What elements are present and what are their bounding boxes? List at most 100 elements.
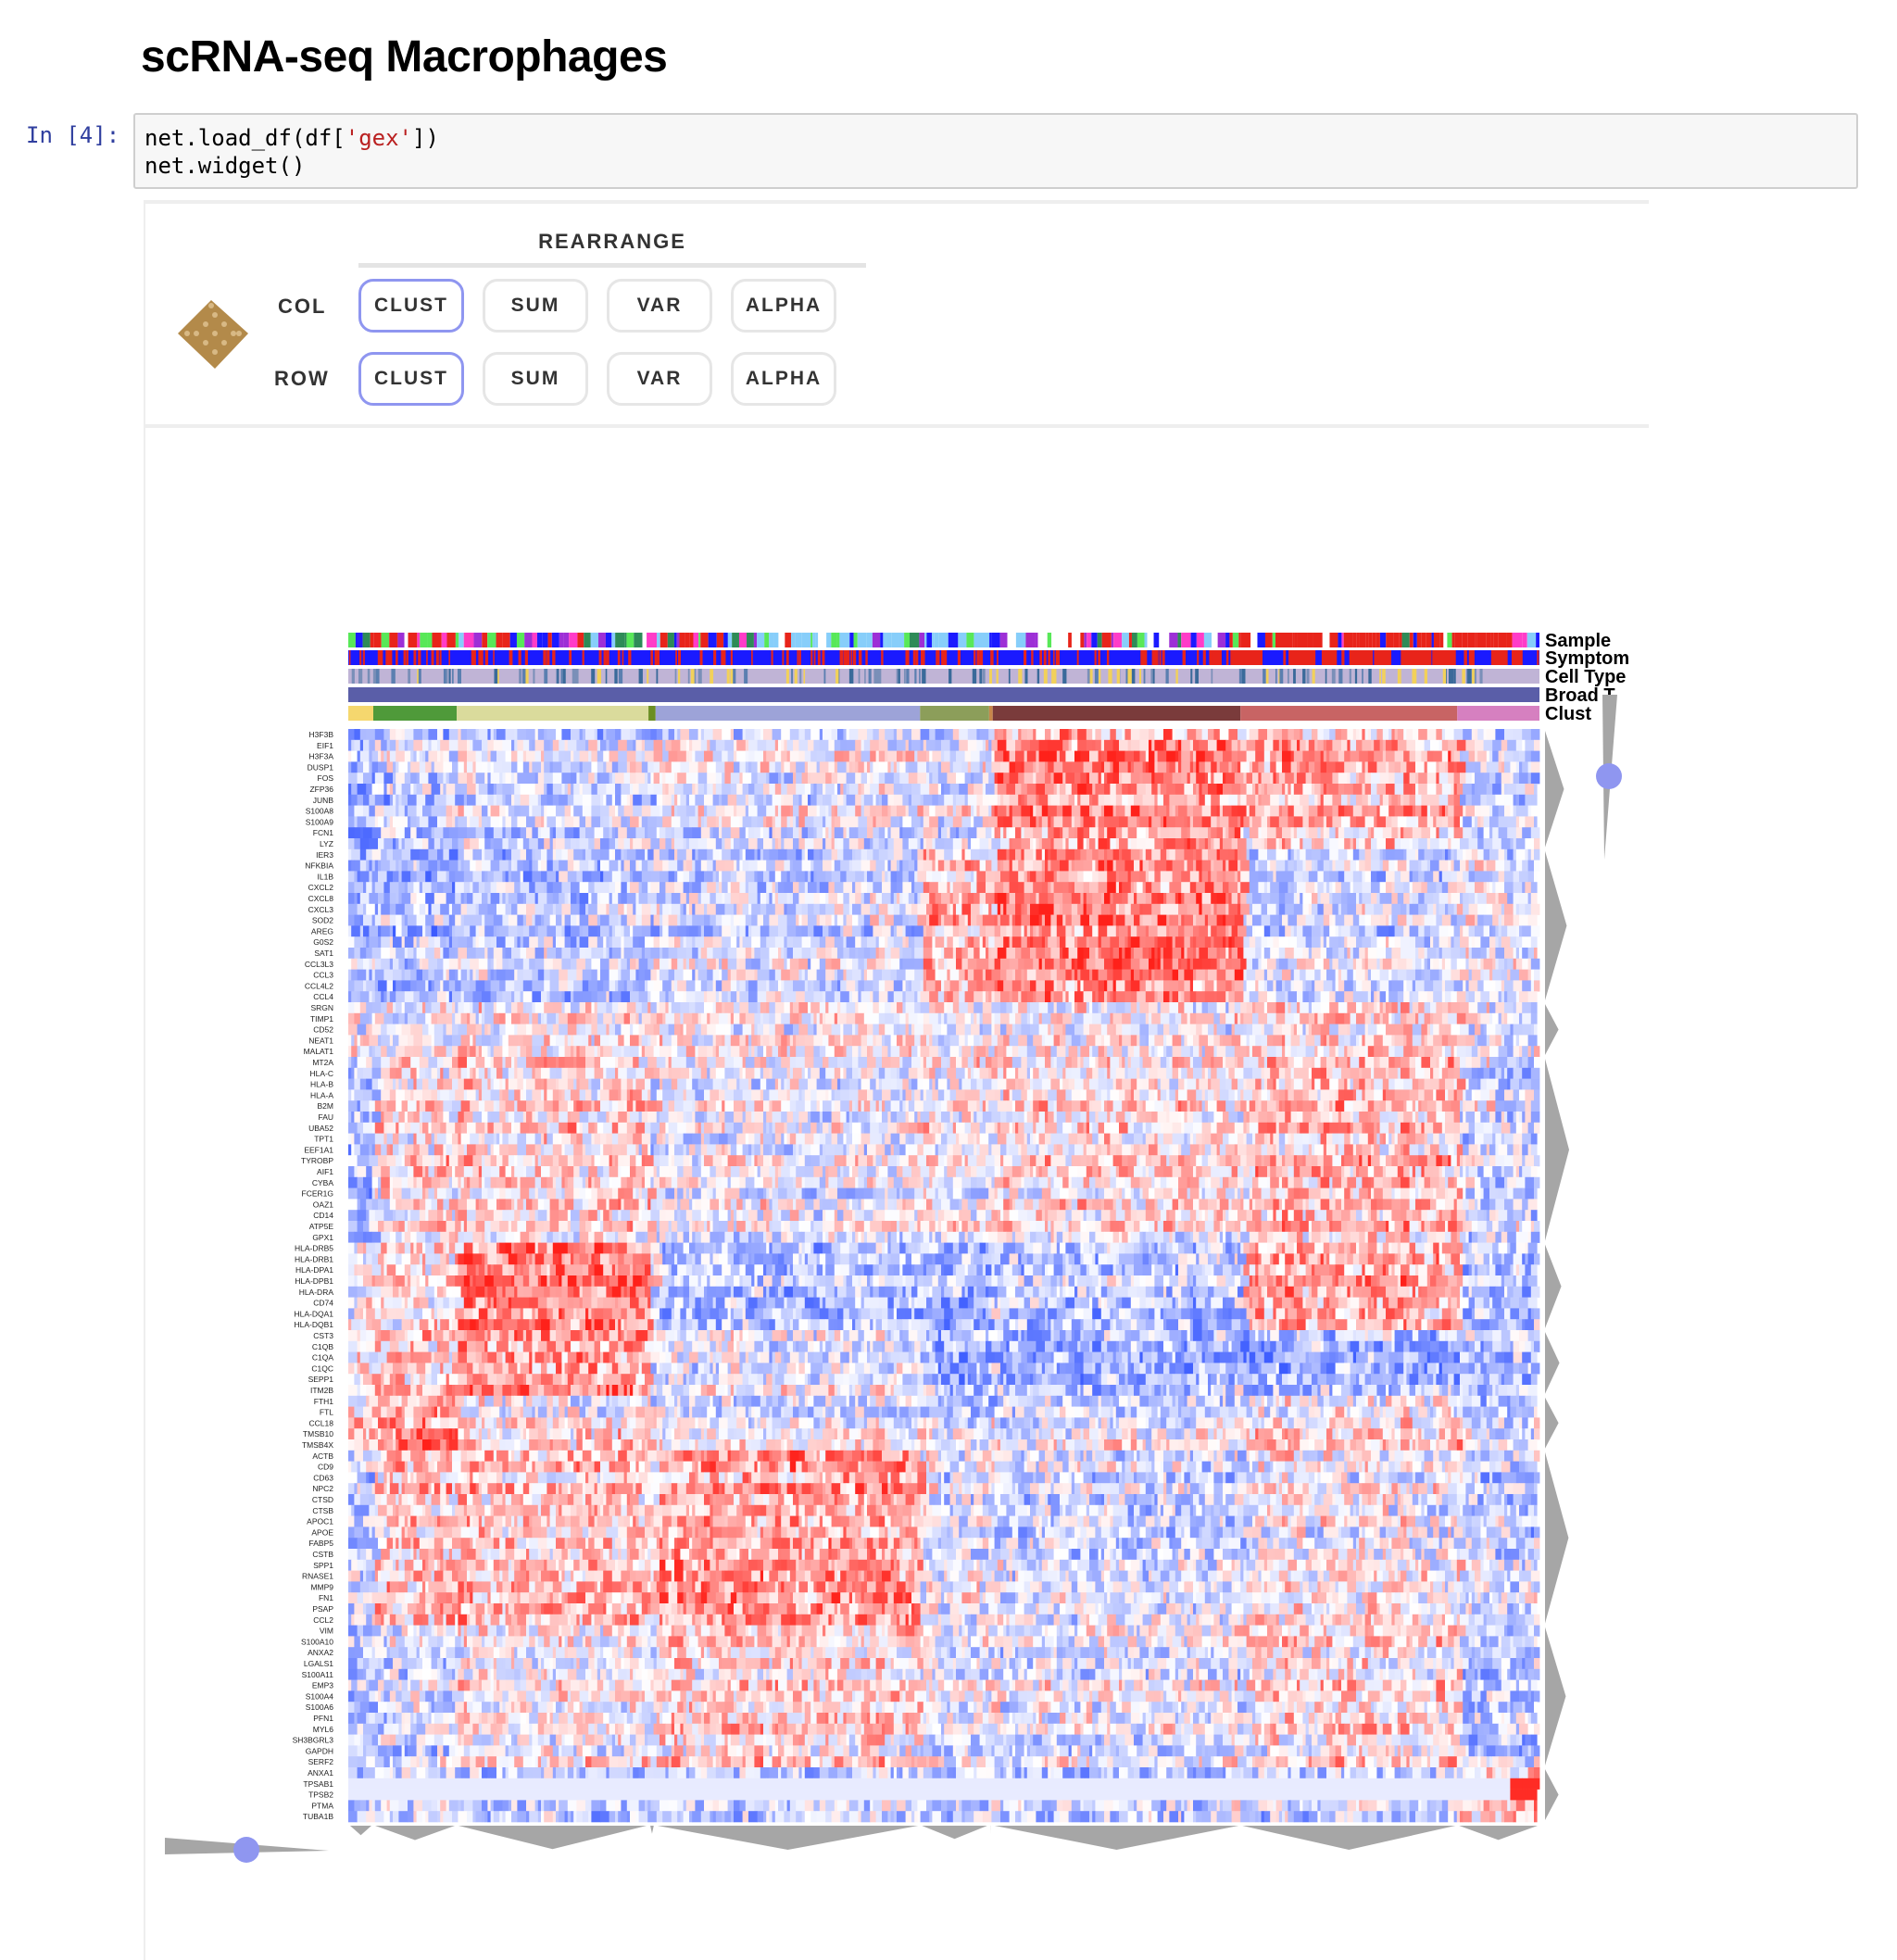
heatmap-tile[interactable]: [633, 936, 639, 948]
heatmap-tile[interactable]: [1294, 827, 1298, 838]
heatmap-tile[interactable]: [1514, 948, 1517, 959]
heatmap-tile[interactable]: [506, 893, 509, 904]
heatmap-tile[interactable]: [1223, 882, 1229, 893]
heatmap-tile[interactable]: [1439, 882, 1443, 893]
heatmap-tile[interactable]: [1356, 816, 1365, 827]
heatmap-tile[interactable]: [1415, 816, 1419, 827]
heatmap-tile[interactable]: [398, 959, 405, 970]
heatmap-tile[interactable]: [1084, 827, 1090, 838]
heatmap-tile[interactable]: [1472, 784, 1476, 795]
heatmap-tile[interactable]: [627, 882, 631, 893]
heatmap-tile[interactable]: [867, 816, 873, 827]
heatmap-tile[interactable]: [1039, 904, 1046, 915]
heatmap-tile[interactable]: [583, 761, 592, 773]
heatmap-tile[interactable]: [639, 882, 643, 893]
heatmap-tile[interactable]: [1430, 795, 1439, 806]
heatmap-tile[interactable]: [393, 838, 396, 849]
heatmap-tile[interactable]: [635, 915, 642, 926]
heatmap-tile[interactable]: [546, 784, 553, 795]
heatmap-tile[interactable]: [1353, 948, 1360, 959]
heatmap-tile[interactable]: [1351, 882, 1354, 893]
heatmap-tile[interactable]: [763, 784, 770, 795]
heatmap-tile[interactable]: [1270, 882, 1279, 893]
heatmap-tile[interactable]: [1223, 784, 1232, 795]
heatmap-tile[interactable]: [734, 729, 743, 740]
heatmap-tile[interactable]: [1092, 740, 1096, 751]
heatmap-tile[interactable]: [1199, 904, 1202, 915]
heatmap-tile[interactable]: [1475, 773, 1484, 784]
heatmap-tile[interactable]: [502, 761, 511, 773]
heatmap-tile[interactable]: [452, 925, 456, 936]
heatmap-tile[interactable]: [1062, 838, 1066, 849]
heatmap-tile[interactable]: [1006, 849, 1010, 861]
heatmap-tile[interactable]: [1495, 795, 1504, 806]
heatmap-tile[interactable]: [1205, 882, 1214, 893]
heatmap-tile[interactable]: [502, 893, 506, 904]
heatmap-tile[interactable]: [766, 861, 775, 872]
heatmap-tile[interactable]: [1391, 784, 1395, 795]
heatmap-tile[interactable]: [1314, 784, 1321, 795]
heatmap-tile[interactable]: [1149, 816, 1152, 827]
heatmap-tile[interactable]: [615, 849, 622, 861]
heatmap-tile[interactable]: [609, 861, 619, 872]
heatmap-tile[interactable]: [440, 729, 444, 740]
heatmap-tile[interactable]: [849, 904, 853, 915]
heatmap-tile[interactable]: [606, 740, 609, 751]
heatmap-tile[interactable]: [1240, 904, 1250, 915]
heatmap-tile[interactable]: [938, 761, 942, 773]
heatmap-tile[interactable]: [956, 806, 962, 817]
heatmap-tile[interactable]: [1427, 784, 1437, 795]
heatmap-tile[interactable]: [953, 936, 960, 948]
heatmap-tile[interactable]: [1353, 729, 1357, 740]
heatmap-tile[interactable]: [458, 740, 467, 751]
heatmap-tile[interactable]: [561, 784, 565, 795]
heatmap-tile[interactable]: [585, 904, 589, 915]
heatmap-tile[interactable]: [832, 784, 835, 795]
heatmap-tile[interactable]: [455, 882, 464, 893]
heatmap-tile[interactable]: [837, 795, 844, 806]
heatmap-tile[interactable]: [624, 849, 628, 861]
heatmap-tile[interactable]: [1000, 925, 1007, 936]
heatmap-tile[interactable]: [1314, 882, 1318, 893]
heatmap-tile[interactable]: [1324, 838, 1330, 849]
heatmap-tile[interactable]: [1279, 925, 1286, 936]
heatmap-tile[interactable]: [1492, 740, 1501, 751]
heatmap-tile[interactable]: [1344, 948, 1348, 959]
heatmap-tile[interactable]: [1433, 871, 1439, 882]
heatmap-tile[interactable]: [358, 871, 361, 882]
heatmap-tile[interactable]: [1213, 915, 1217, 926]
heatmap-tile[interactable]: [1469, 838, 1478, 849]
heatmap-tile[interactable]: [1232, 893, 1238, 904]
heatmap-tile[interactable]: [701, 816, 705, 827]
heatmap-tile[interactable]: [1000, 959, 1010, 970]
heatmap-tile[interactable]: [775, 871, 782, 882]
heatmap-tile[interactable]: [1368, 761, 1377, 773]
heatmap-tile[interactable]: [929, 915, 938, 926]
heatmap-tile[interactable]: [627, 761, 631, 773]
heatmap-tile[interactable]: [1024, 925, 1028, 936]
heatmap-tile[interactable]: [1465, 773, 1472, 784]
heatmap-tile[interactable]: [995, 915, 999, 926]
heatmap-tile[interactable]: [906, 925, 912, 936]
heatmap-tile[interactable]: [953, 729, 960, 740]
heatmap-tile[interactable]: [1475, 729, 1478, 740]
heatmap-tile[interactable]: [1480, 948, 1487, 959]
heatmap-tile[interactable]: [413, 959, 417, 970]
heatmap-tile[interactable]: [1264, 806, 1271, 817]
heatmap-tile[interactable]: [849, 861, 853, 872]
heatmap-tile[interactable]: [936, 959, 939, 970]
heatmap-tile[interactable]: [813, 893, 820, 904]
heatmap-tile[interactable]: [1080, 893, 1084, 904]
heatmap-tile[interactable]: [813, 861, 823, 872]
heatmap-tile[interactable]: [1499, 936, 1502, 948]
heatmap-tile[interactable]: [1072, 904, 1078, 915]
heatmap-tile[interactable]: [470, 861, 476, 872]
heatmap-tile[interactable]: [1365, 816, 1375, 827]
heatmap-tile[interactable]: [805, 729, 811, 740]
heatmap-tile[interactable]: [1386, 915, 1389, 926]
heatmap-tile[interactable]: [1514, 882, 1523, 893]
heatmap-tile[interactable]: [1021, 936, 1027, 948]
heatmap-tile[interactable]: [923, 795, 933, 806]
heatmap-tile[interactable]: [802, 936, 811, 948]
heatmap-tile[interactable]: [479, 904, 488, 915]
